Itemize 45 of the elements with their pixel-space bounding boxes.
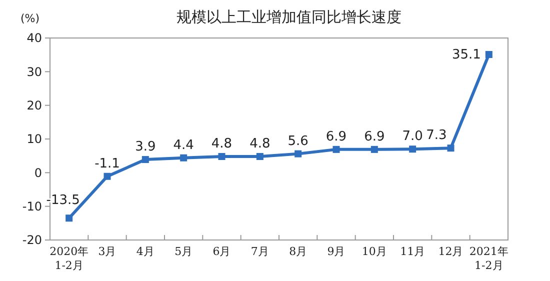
y-tick-label: 40 bbox=[26, 31, 42, 46]
y-tick-label: 20 bbox=[26, 98, 42, 113]
x-tick-label: 12月 bbox=[438, 245, 464, 258]
x-tick-label: 6月 bbox=[212, 245, 231, 258]
text: 3.9 bbox=[135, 140, 156, 155]
text: 7.0 bbox=[402, 129, 423, 144]
x-tick-label: 11月 bbox=[400, 245, 426, 258]
y-tick-label: -20 bbox=[22, 233, 42, 248]
text: 5.6 bbox=[288, 134, 308, 149]
x-tick-label: 2021年 1-2月 bbox=[469, 245, 508, 272]
chart-title: 规模以上工业增加值同比增长速度 bbox=[176, 8, 402, 26]
text: 7.3 bbox=[426, 128, 447, 144]
y-axis-title: (%) bbox=[20, 12, 40, 25]
x-tick-label: 5月 bbox=[174, 245, 193, 258]
point bbox=[104, 172, 111, 180]
text: -13.5 bbox=[46, 193, 80, 208]
point bbox=[256, 153, 264, 160]
point bbox=[294, 150, 302, 158]
text: 6.9 bbox=[326, 129, 347, 144]
text: 4.8 bbox=[211, 136, 232, 152]
text: 4.8 bbox=[250, 136, 270, 152]
y-tick-label: 0 bbox=[34, 166, 42, 180]
x-tick-label: 7月 bbox=[250, 245, 269, 258]
x-tick-label: 3月 bbox=[98, 245, 116, 258]
point bbox=[370, 146, 378, 153]
point bbox=[180, 154, 188, 162]
y-tick-label: -10 bbox=[22, 200, 42, 214]
text: -1.1 bbox=[94, 156, 120, 172]
x-tick-label: 10月 bbox=[362, 245, 387, 258]
text: 4.4 bbox=[173, 138, 194, 153]
point bbox=[142, 156, 149, 164]
x-tick-label: 2020年 1-2月 bbox=[50, 245, 89, 272]
text: 35.1 bbox=[452, 47, 481, 62]
text: 6.9 bbox=[364, 129, 385, 144]
point bbox=[332, 146, 340, 153]
point bbox=[485, 50, 492, 58]
x-tick-label: 9月 bbox=[327, 245, 346, 258]
y-tick-label: 30 bbox=[26, 64, 42, 79]
point bbox=[409, 146, 416, 153]
x-tick-label: 4月 bbox=[136, 245, 154, 258]
point bbox=[218, 153, 226, 160]
point bbox=[66, 214, 73, 222]
y-tick-label: 10 bbox=[26, 132, 42, 146]
point bbox=[447, 144, 454, 152]
x-tick-label: 8月 bbox=[289, 245, 308, 258]
